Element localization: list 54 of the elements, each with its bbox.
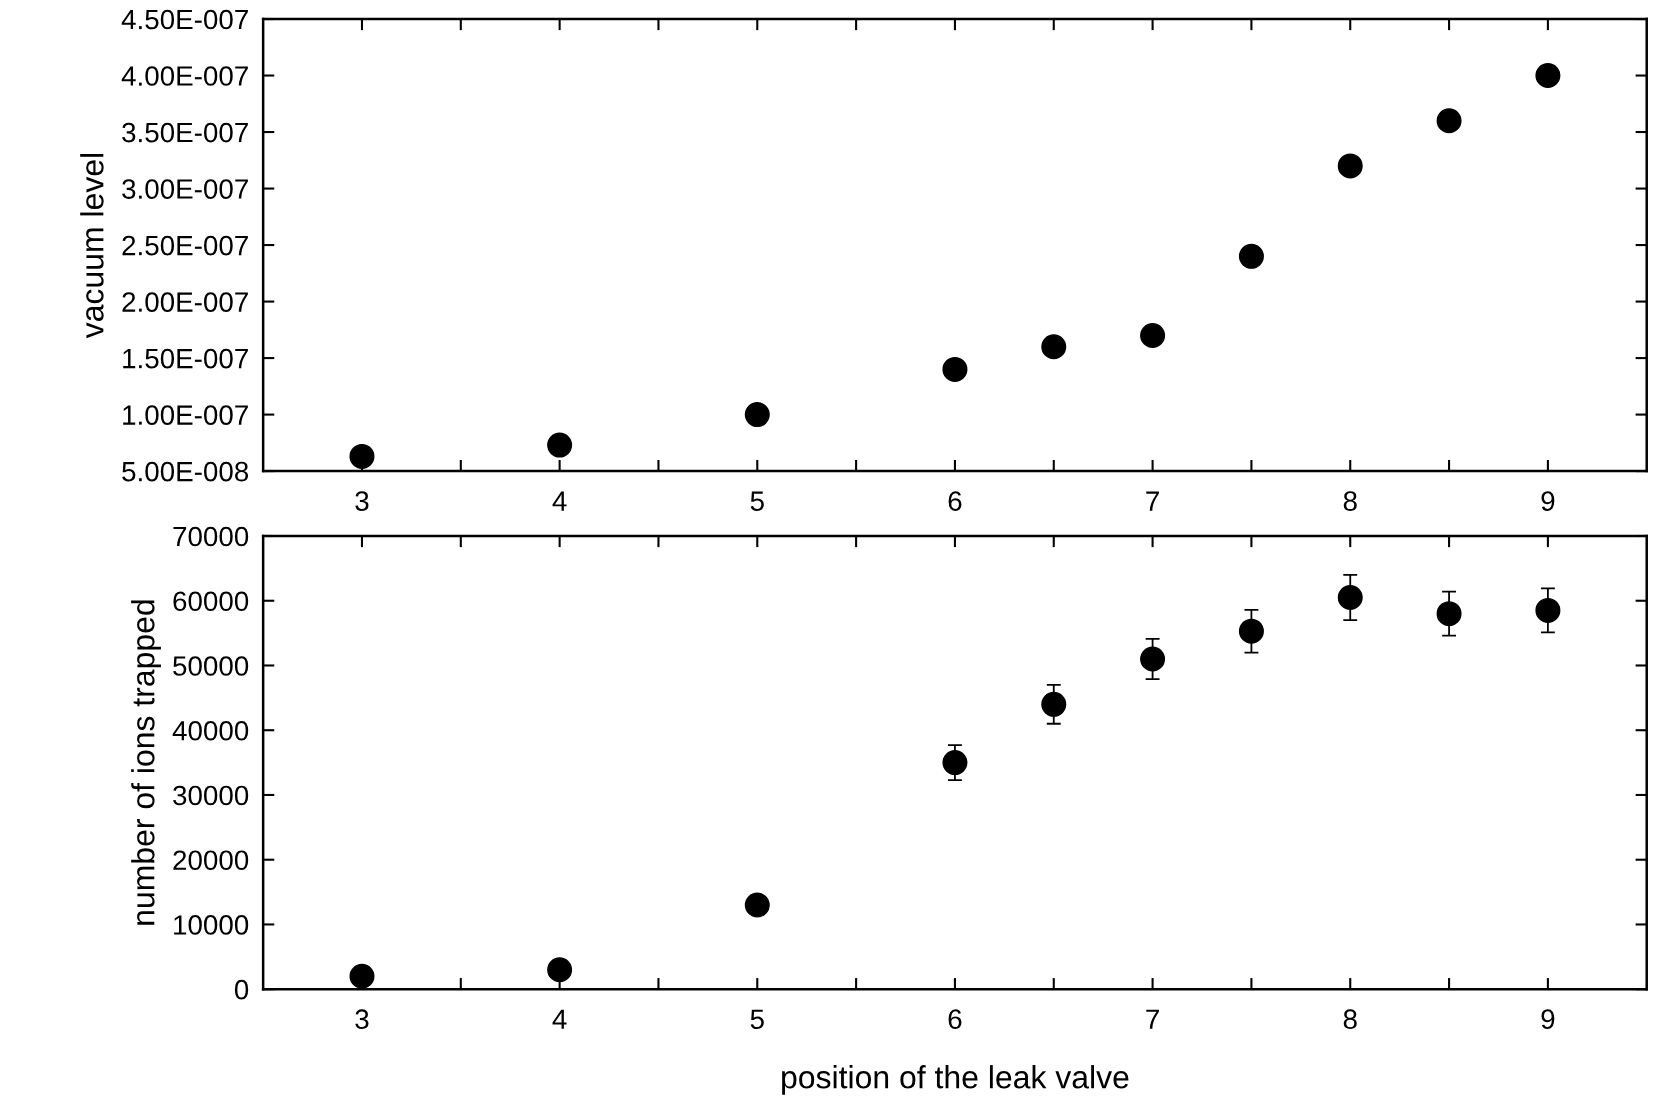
x-tick-label: 9 xyxy=(1541,1009,1555,1030)
y-tick-label: 60000 xyxy=(173,591,249,612)
point xyxy=(1535,63,1561,89)
y-tick-label: 50000 xyxy=(173,656,249,676)
y-tick-label: 10000 xyxy=(174,915,249,935)
x-tick-label: 8 xyxy=(1343,1009,1357,1030)
y-tick-label: 5.00E-008 xyxy=(122,461,249,482)
y-tick-label: 2.50E-007 xyxy=(122,235,248,256)
x-tick-label: 5 xyxy=(750,1009,764,1030)
point xyxy=(942,356,968,382)
x-tick-label: 6 xyxy=(948,491,962,511)
point xyxy=(1140,322,1166,348)
y-tick-label: 1.50E-007 xyxy=(123,348,248,369)
x-tick-label: 8 xyxy=(1343,491,1357,511)
x-tick-label: 9 xyxy=(1541,491,1555,511)
x-tick-label: 7 xyxy=(1146,491,1159,511)
point xyxy=(1238,243,1264,269)
point xyxy=(547,957,573,983)
point xyxy=(1436,108,1462,134)
y-tick-label: 30000 xyxy=(173,785,249,806)
y-axis-title: vacuum level xyxy=(80,153,104,339)
point xyxy=(1436,601,1462,627)
point xyxy=(1337,585,1363,611)
point xyxy=(744,402,770,428)
y-axis-title: number of ions trapped xyxy=(131,600,161,925)
y-tick-label: 70000 xyxy=(173,526,249,547)
x-axis-title: position of the leak valve xyxy=(782,1065,1129,1095)
y-tick-label: 3.00E-007 xyxy=(122,179,248,199)
y-tick-label: 4.50E-007 xyxy=(121,9,248,30)
point xyxy=(349,963,375,989)
point xyxy=(744,892,770,918)
point xyxy=(1041,691,1067,717)
point xyxy=(1238,618,1264,644)
x-tick-label: 3 xyxy=(355,491,369,511)
x-tick-label: 6 xyxy=(948,1009,962,1030)
point xyxy=(1535,597,1561,623)
y-tick-label: 3.50E-007 xyxy=(122,122,248,143)
y-tick-label: 2.00E-007 xyxy=(122,292,248,312)
point xyxy=(1041,334,1067,360)
y-tick-label: 40000 xyxy=(172,720,249,741)
y-tick-label: 20000 xyxy=(173,850,249,871)
x-tick-label: 7 xyxy=(1146,1009,1159,1029)
x-tick-label: 5 xyxy=(750,491,764,511)
point xyxy=(942,750,968,776)
x-tick-label: 3 xyxy=(355,1009,369,1030)
point xyxy=(1140,646,1166,672)
point xyxy=(1337,153,1363,179)
point xyxy=(547,432,573,458)
x-tick-label: 4 xyxy=(552,1009,567,1029)
x-tick-label: 4 xyxy=(552,491,567,511)
y-tick-label: 4.00E-007 xyxy=(121,66,248,86)
y-tick-label: 0 xyxy=(234,979,249,1000)
y-tick-label: 1.00E-007 xyxy=(123,405,248,425)
point xyxy=(349,443,375,469)
